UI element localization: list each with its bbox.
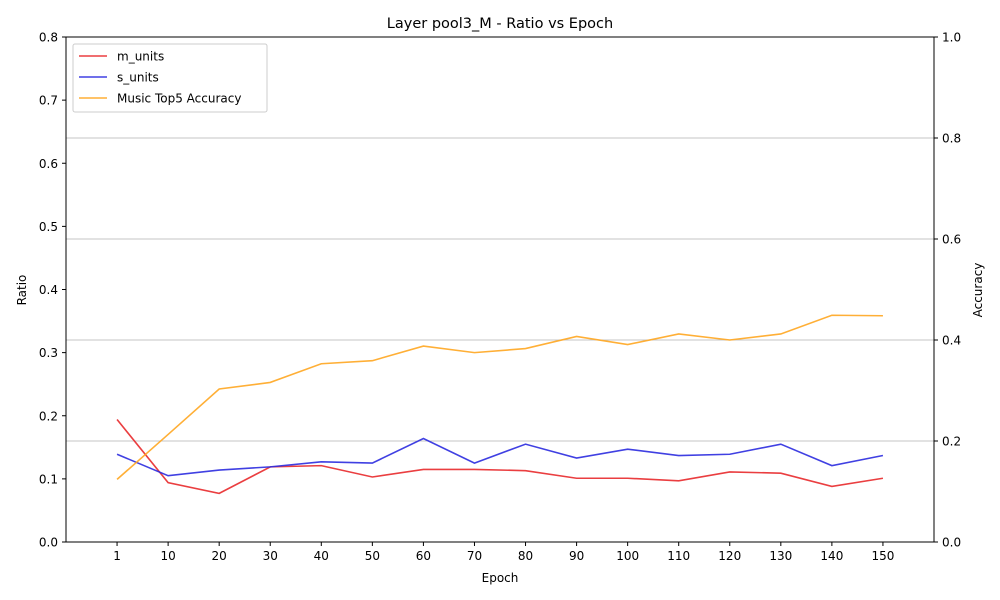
y-tick-label: 0.2	[39, 409, 58, 423]
y2-tick-label: 0.0	[942, 536, 961, 550]
x-tick-label: 40	[314, 549, 329, 563]
y-tick-label: 0.3	[39, 346, 58, 360]
x-axis-label: Epoch	[482, 571, 519, 585]
y-tick-label: 0.4	[39, 283, 58, 297]
x-tick-label: 140	[820, 549, 843, 563]
y-axis-label: Ratio	[15, 275, 29, 306]
x-tick-label: 70	[467, 549, 482, 563]
legend-box	[72, 43, 268, 113]
legend: m_units s_units Music Top5 Accuracy	[72, 43, 268, 113]
legend-label: m_units	[117, 50, 164, 64]
y2-tick-label: 0.8	[942, 132, 961, 146]
x-tick-label: 90	[569, 549, 584, 563]
y-tick-label: 0.8	[39, 31, 58, 45]
x-tick-label: 120	[718, 549, 741, 563]
y-axis-left: 0.0 0.1 0.2 0.3 0.4 0.5 0.6 0.7 0.8	[39, 31, 66, 550]
y2-tick-label: 1.0	[942, 31, 961, 45]
x-tick-label: 110	[667, 549, 690, 563]
y-tick-label: 0.6	[39, 157, 58, 171]
y2-tick-label: 0.6	[942, 233, 961, 247]
series-line-s-units	[116, 437, 884, 477]
x-tick-label: 60	[416, 549, 431, 563]
series-lines	[116, 314, 884, 495]
chart-title: Layer pool3_M - Ratio vs Epoch	[387, 16, 613, 32]
y-tick-label: 0.7	[39, 94, 58, 108]
y-tick-label: 0.1	[39, 472, 58, 486]
y-tick-label: 0.0	[39, 536, 58, 550]
x-tick-label: 100	[616, 549, 639, 563]
plot-frame	[65, 36, 935, 543]
legend-label: Music Top5 Accuracy	[117, 92, 241, 106]
x-tick-label: 10	[160, 549, 175, 563]
y2-tick-label: 0.2	[942, 435, 961, 449]
series-line-music-top5-accuracy	[116, 314, 883, 480]
x-tick-label: 150	[871, 549, 894, 563]
grid-lines	[66, 137, 934, 442]
x-tick-label: 30	[263, 549, 278, 563]
x-tick-label: 130	[769, 549, 792, 563]
x-tick-label: 50	[365, 549, 380, 563]
y-axis-right: 0.0 0.2 0.4 0.6 0.8 1.0	[934, 31, 961, 550]
x-tick-label: 1	[113, 549, 121, 563]
series-line-m-units	[116, 419, 884, 495]
x-axis: 1 10 20 30 40 50 60 70 80 90 100 110 120 130 140 150	[113, 542, 894, 563]
legend-label: s_units	[117, 71, 159, 85]
y2-tick-label: 0.4	[942, 334, 961, 348]
x-tick-label: 20	[212, 549, 227, 563]
y2-axis-label: Accuracy	[971, 263, 985, 318]
y-tick-label: 0.5	[39, 220, 58, 234]
x-tick-label: 80	[518, 549, 533, 563]
